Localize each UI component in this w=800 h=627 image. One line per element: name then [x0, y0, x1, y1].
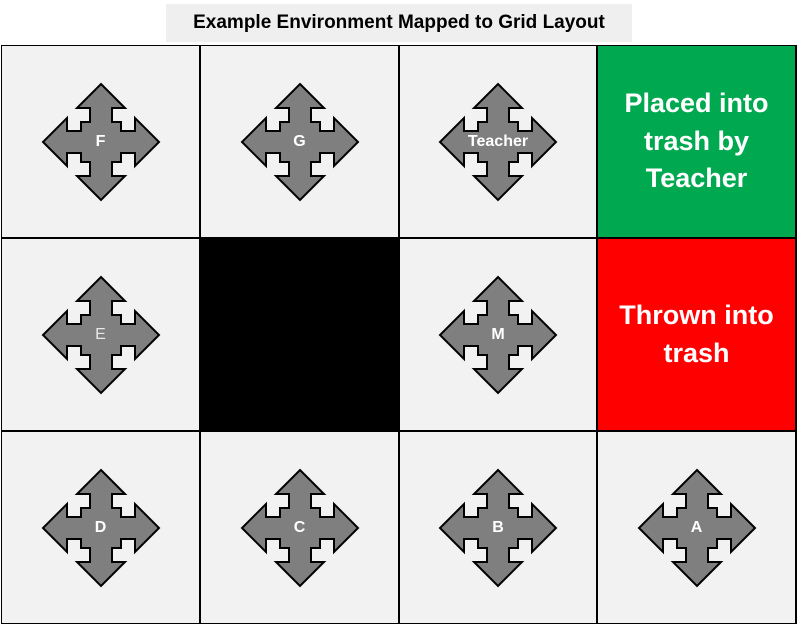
move-arrows-icon: M [436, 273, 560, 397]
grid-cell-teacher: Teacher [399, 45, 597, 238]
zone-label: Thrown into trash [611, 297, 781, 373]
grid-cell-e: E [1, 238, 200, 431]
grid-cell-f: F [1, 45, 200, 238]
grid-cell-b: B [399, 431, 597, 624]
grid-cell-a: A [597, 431, 796, 624]
move-arrows-icon: D [39, 466, 163, 590]
grid-layout: F G Teacher Placed into trash by Teacher… [1, 45, 797, 624]
move-arrows-icon: G [238, 80, 362, 204]
agent-label: A [635, 519, 759, 537]
move-arrows-icon: B [436, 466, 560, 590]
grid-cell-d: D [1, 431, 200, 624]
move-arrows-icon: Teacher [436, 80, 560, 204]
agent-label: Teacher [436, 133, 560, 151]
agent-label: M [436, 326, 560, 344]
grid-cell-g: G [200, 45, 399, 238]
agent-label: G [238, 133, 362, 151]
grid-cell-m: M [399, 238, 597, 431]
move-arrows-icon: F [39, 80, 163, 204]
move-arrows-icon: A [635, 466, 759, 590]
agent-label: F [39, 133, 163, 151]
grid-cell-c: C [200, 431, 399, 624]
zone-placed-into-trash: Placed into trash by Teacher [597, 45, 796, 238]
diagram-title: Example Environment Mapped to Grid Layou… [166, 4, 632, 42]
agent-label: B [436, 519, 560, 537]
move-arrows-icon: E [39, 273, 163, 397]
wall-cell [200, 238, 399, 431]
agent-label: E [39, 326, 163, 344]
zone-thrown-into-trash: Thrown into trash [597, 238, 796, 431]
move-arrows-icon: C [238, 466, 362, 590]
agent-label: D [39, 519, 163, 537]
agent-label: C [238, 519, 362, 537]
zone-label: Placed into trash by Teacher [616, 85, 776, 198]
